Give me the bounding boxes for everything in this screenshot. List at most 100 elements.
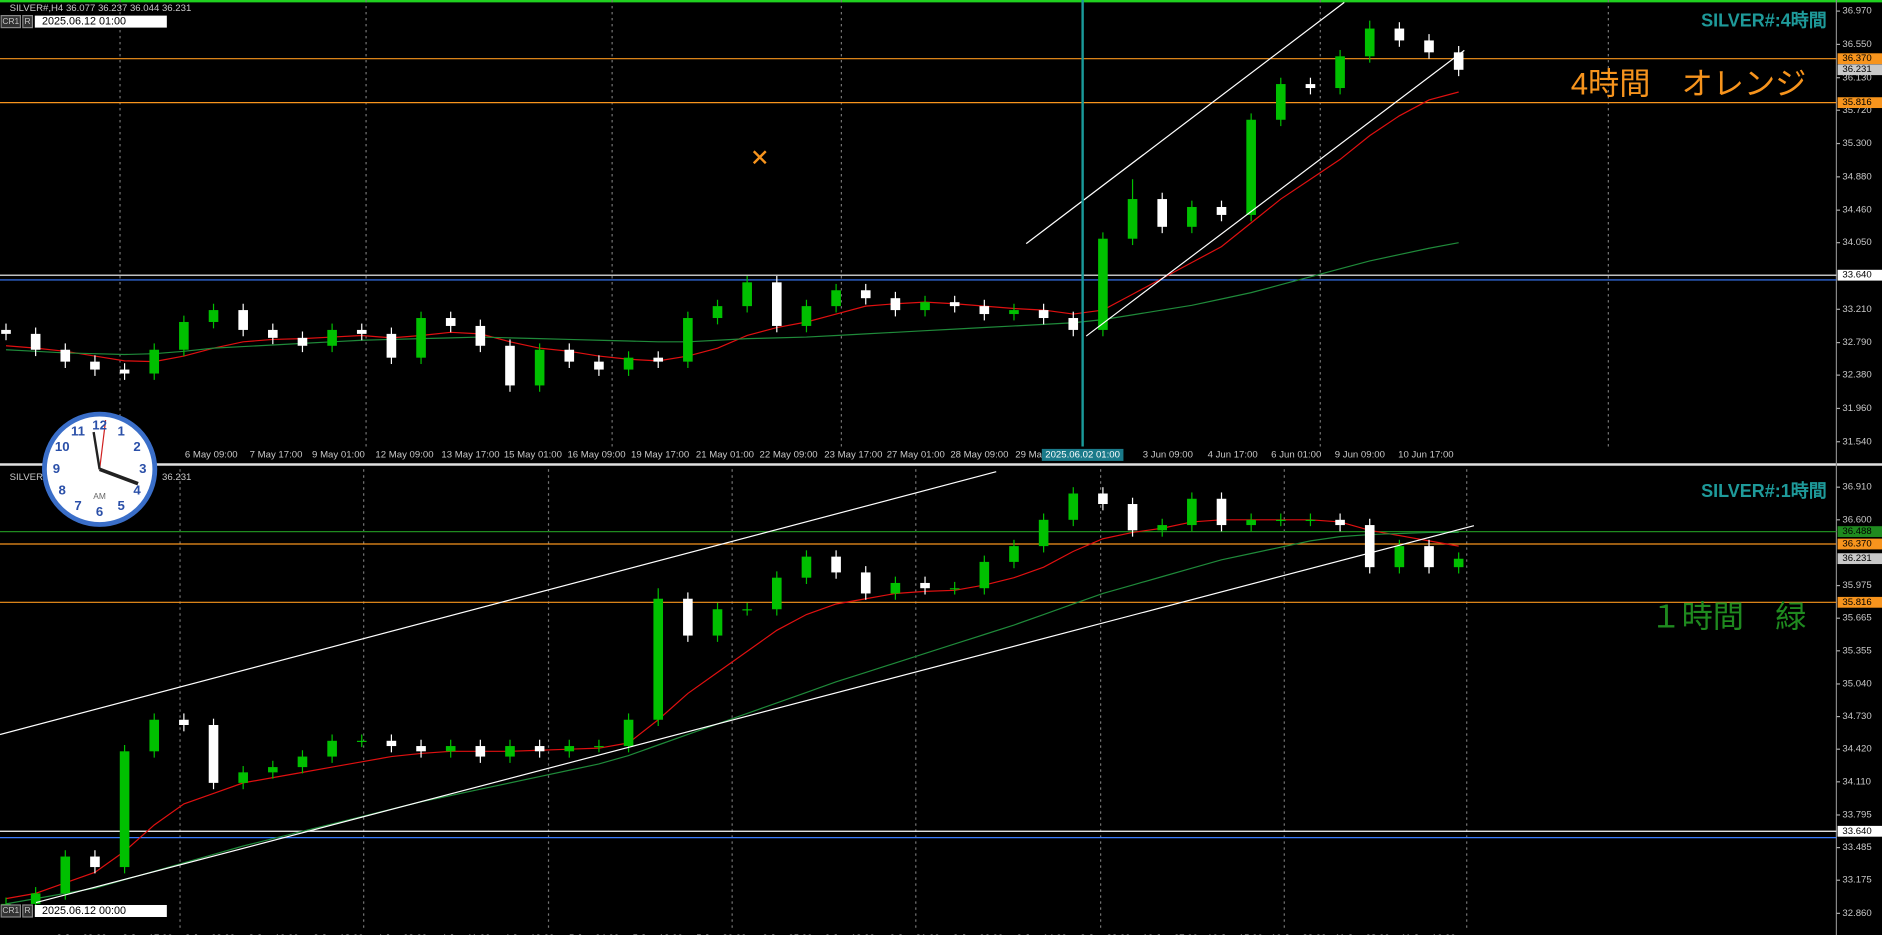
- candle-body: [653, 598, 664, 720]
- candle-body: [1038, 519, 1049, 547]
- time-label: 2025.06.12 00:00: [42, 905, 126, 917]
- channel-line: [1025, 1, 1345, 245]
- candle-body: [208, 725, 219, 783]
- candle-body: [268, 767, 278, 773]
- candle-body: [149, 719, 160, 752]
- cursor-tag: [1041, 448, 1124, 461]
- candle-body: [890, 582, 901, 594]
- y-tick-label: 32.860: [1842, 908, 1871, 919]
- candle-body: [1453, 52, 1464, 70]
- candle-body: [1187, 498, 1197, 526]
- moving-average: [5, 242, 1459, 356]
- level-tag-label: 35.816: [1842, 97, 1871, 108]
- x-tick-label: 5 Jun 04:00: [569, 933, 619, 935]
- y-tick-label: 32.380: [1842, 370, 1871, 381]
- y-tick-label: 34.730: [1842, 711, 1871, 722]
- candle-body: [416, 318, 426, 358]
- x-tick-label: 13 May 17:00: [441, 449, 499, 460]
- x-tick-label: 10 Jun 15:00: [1207, 933, 1262, 935]
- cursor-tag-label: 2025.06.02 01:00: [1045, 449, 1120, 460]
- candle-body: [268, 329, 278, 338]
- candle-body: [594, 746, 604, 748]
- candle-body: [1424, 546, 1434, 568]
- level-tag: [1837, 97, 1882, 109]
- x-tick-label: 3 Jun 18:00: [313, 933, 363, 935]
- x-tick-label: 19 May 17:00: [631, 449, 689, 460]
- x-tick-label: 27 May 01:00: [887, 449, 945, 460]
- clock-numeral: 10: [55, 439, 70, 454]
- clock-numeral: 8: [59, 482, 66, 497]
- candle-body: [505, 746, 515, 757]
- candle-body: [1187, 206, 1197, 227]
- chart-button-label: R: [25, 905, 31, 915]
- y-tick-label: 33.175: [1842, 875, 1871, 886]
- candle-body: [564, 746, 575, 752]
- x-tick-label: 9 May 01:00: [312, 449, 365, 460]
- candle-body: [327, 740, 337, 757]
- level-tag-label: 33.640: [1842, 826, 1871, 837]
- x-tick-label: 3 Jun 10:00: [249, 933, 299, 935]
- y-tick-label: 33.795: [1842, 810, 1871, 821]
- candle-body: [1038, 310, 1049, 319]
- channel-line: [35, 525, 1475, 904]
- clock-numeral: 5: [118, 498, 125, 513]
- second-hand: [99, 420, 107, 470]
- trend-lines: [0, 0, 1475, 904]
- x-tick-label: 4 Jun 03:00: [377, 933, 427, 935]
- last-price-label: 36.231: [1842, 64, 1871, 75]
- candle-body: [356, 740, 367, 742]
- time-box: [34, 15, 167, 28]
- candle-body: [416, 746, 426, 752]
- clock-period: AM: [93, 491, 106, 501]
- hour-hand: [98, 467, 139, 486]
- minute-hand: [92, 431, 101, 470]
- candle-body: [979, 561, 990, 589]
- x-tick-label: 16 May 09:00: [567, 449, 625, 460]
- chart-button: [22, 15, 34, 29]
- chart-button: [22, 904, 34, 918]
- candle-body: [534, 349, 545, 386]
- level-tag: [1837, 538, 1882, 550]
- time-box: [34, 904, 167, 917]
- candle-body: [1453, 558, 1464, 568]
- clock-numeral: 11: [71, 423, 85, 438]
- candle-body: [712, 609, 723, 636]
- candle-body: [949, 588, 960, 590]
- candle-body: [1305, 84, 1316, 89]
- chart-note: 4時間 オレンジ: [1571, 67, 1807, 102]
- clock-numeral: 4: [133, 482, 141, 497]
- x-tick-label: 6 Jun 05:00: [762, 933, 812, 935]
- x-tick-label: 6 Jun 13:00: [825, 933, 875, 935]
- candle-body: [623, 719, 634, 747]
- y-tick-label: 36.600: [1842, 514, 1871, 525]
- candle-body: [890, 298, 901, 311]
- candle-body: [979, 306, 990, 315]
- candle-body: [119, 751, 130, 868]
- candle-body: [1275, 519, 1286, 522]
- y-tick-label: 36.550: [1842, 39, 1871, 50]
- candle-body: [445, 318, 456, 326]
- chart-button: [0, 15, 22, 29]
- candle-body: [564, 349, 575, 362]
- candle-body: [208, 310, 219, 322]
- x-tick-label: 21 May 01:00: [696, 449, 754, 460]
- level-tag-label: 36.488: [1842, 526, 1871, 537]
- candle-body: [1364, 28, 1375, 57]
- y-tick-label: 33.210: [1842, 304, 1871, 315]
- x-tick-label: 28 May 09:00: [950, 449, 1008, 460]
- x-tick-label: 23 May 17:00: [824, 449, 882, 460]
- last-price-label: 36.231: [1842, 553, 1871, 564]
- x-tick-label: 9 Jun 09:00: [1335, 449, 1385, 460]
- candle-body: [505, 345, 515, 386]
- y-tick-label: 36.970: [1842, 6, 1871, 17]
- x-tick-label: 4 Jun 11:00: [441, 933, 490, 935]
- x-tick-label: 7 May 17:00: [250, 449, 303, 460]
- candle-body: [1216, 206, 1227, 215]
- x-tick-label: 11 Jun 16:00: [1401, 933, 1456, 935]
- y-tick-label: 35.040: [1842, 678, 1871, 689]
- x-tick-label: 10 Jun 23:00: [1271, 933, 1326, 935]
- candle-body: [1098, 238, 1108, 330]
- candle-body: [1127, 504, 1138, 531]
- candle-body: [623, 357, 634, 370]
- candle-body: [772, 577, 782, 610]
